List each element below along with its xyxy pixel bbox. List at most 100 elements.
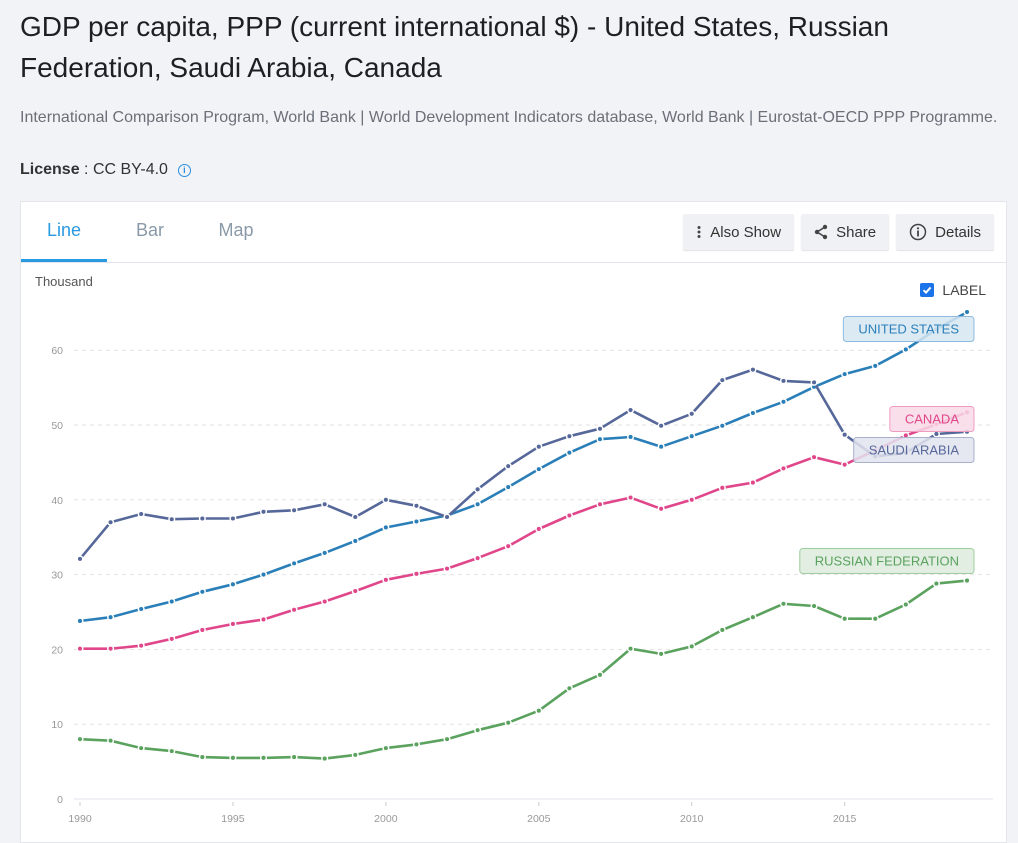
data-point <box>627 406 635 414</box>
tab-bar[interactable]: Bar <box>135 220 164 240</box>
series-label-text: CANADA <box>905 412 960 427</box>
x-axis: 1990 1995 2000 2005 2010 2015 <box>68 802 856 825</box>
data-point <box>412 517 420 526</box>
data-point <box>168 515 176 523</box>
data-point <box>351 537 359 545</box>
series-label-text: UNITED STATES <box>858 322 959 337</box>
data-point <box>718 422 726 430</box>
x-tick-label: 2005 <box>527 813 551 825</box>
data-point <box>779 600 788 608</box>
label-toggle[interactable]: LABEL <box>920 282 986 298</box>
data-point <box>198 588 206 596</box>
data-point <box>627 433 635 441</box>
series-label-box <box>799 548 975 574</box>
details-label: Details <box>935 223 981 241</box>
data-point <box>749 366 757 374</box>
series-line <box>79 310 968 623</box>
data-point <box>963 577 971 585</box>
label-toggle-text: LABEL <box>942 282 986 298</box>
data-point <box>76 617 84 625</box>
data-point <box>657 505 665 513</box>
y-tick-label: 60 <box>51 345 63 357</box>
series-label-text: SAUDI ARABIA <box>869 443 960 458</box>
data-point <box>351 587 359 595</box>
data-point <box>137 605 145 613</box>
data-point <box>443 513 451 521</box>
data-point <box>321 549 329 557</box>
chart-type-tabs: Line Bar Map <box>21 202 279 262</box>
data-point <box>749 479 757 487</box>
data-point <box>382 496 390 504</box>
x-tick-label: 1990 <box>68 813 92 825</box>
y-tick-label: 30 <box>51 570 63 582</box>
license: License : CC BY-4.0 i <box>20 161 191 179</box>
data-point <box>963 308 971 316</box>
series-line <box>79 579 968 760</box>
data-point <box>351 513 359 521</box>
license-separator: : <box>79 161 93 178</box>
info-icon[interactable]: i <box>177 163 191 177</box>
data-point <box>382 576 390 584</box>
data-point <box>841 370 849 378</box>
data-point <box>718 626 726 634</box>
data-point <box>229 580 237 588</box>
more-vertical-icon <box>696 225 702 239</box>
share-icon <box>814 224 828 240</box>
data-point <box>107 518 115 526</box>
data-point <box>871 615 879 623</box>
tab-divider <box>21 262 1006 263</box>
data-point <box>198 514 206 523</box>
license-label: License <box>20 161 80 178</box>
data-point <box>412 570 420 578</box>
tab-line[interactable]: Line <box>21 202 107 262</box>
data-point <box>779 464 788 472</box>
series-russian-federation <box>76 577 971 763</box>
data-point <box>412 740 420 748</box>
series-saudi-arabia <box>76 366 971 563</box>
data-point <box>168 747 176 755</box>
license-value: CC BY-4.0 <box>92 161 168 178</box>
also-show-label: Also Show <box>710 223 782 241</box>
data-point <box>382 523 390 532</box>
series-line <box>79 368 968 560</box>
data-point <box>107 737 115 745</box>
data-point <box>596 671 604 679</box>
data-point <box>168 597 176 606</box>
data-point <box>290 606 298 614</box>
share-button[interactable]: Share <box>801 214 890 250</box>
tab-map[interactable]: Map <box>218 220 254 240</box>
data-point <box>565 684 573 692</box>
page-title: GDP per capita, PPP (current internation… <box>20 11 889 83</box>
details-button[interactable]: Details <box>896 214 994 250</box>
data-point <box>321 597 329 606</box>
data-point <box>290 506 298 514</box>
line-chart: 0 10 20 30 40 50 60 1990 1995 2000 2005 2010 2015 U… <box>51 308 993 825</box>
data-point <box>290 753 298 761</box>
data-point <box>474 500 482 508</box>
series-lines <box>76 308 971 763</box>
data-point <box>137 642 145 650</box>
data-point <box>565 449 573 457</box>
data-point <box>198 753 206 761</box>
data-point <box>290 559 298 567</box>
also-show-button[interactable]: Also Show <box>683 214 795 250</box>
data-point <box>259 754 268 762</box>
data-point <box>443 565 451 573</box>
data-point <box>749 613 757 621</box>
chart-card: Line Bar Map Also Show Share Details Tho… <box>20 201 1007 843</box>
gridlines <box>74 349 993 800</box>
checkbox-checked-icon[interactable] <box>920 283 935 297</box>
data-point <box>902 345 910 354</box>
data-point <box>76 645 84 653</box>
y-tick-label: 40 <box>51 495 63 507</box>
data-point <box>474 554 482 562</box>
y-axis: 0 10 20 30 40 50 60 <box>51 345 63 806</box>
y-tick-label: 50 <box>51 420 63 432</box>
x-tick-label: 2000 <box>374 813 398 825</box>
data-point <box>596 435 604 443</box>
series-label-box <box>853 437 975 463</box>
data-point <box>779 377 788 385</box>
data-point <box>107 613 115 621</box>
data-point <box>810 378 818 386</box>
data-point <box>535 443 543 451</box>
